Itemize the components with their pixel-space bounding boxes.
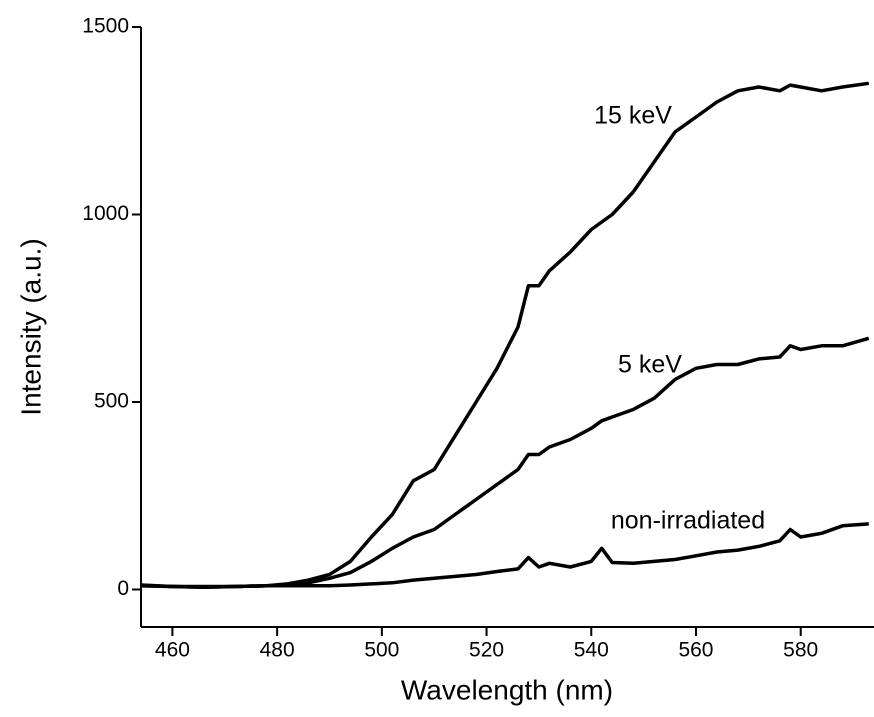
x-tick-label: 500 (364, 639, 399, 662)
x-tick-label: 480 (260, 639, 295, 662)
series-line (140, 522, 869, 589)
x-axis-title: Wavelength (nm) (401, 674, 613, 705)
x-tick-label: 560 (678, 639, 713, 662)
x-tick-label: 580 (783, 639, 818, 662)
x-tick-label: 540 (574, 639, 609, 662)
y-tick-label: 500 (94, 390, 129, 413)
x-tick-label: 460 (155, 639, 190, 662)
x-tick-label: 520 (469, 639, 504, 662)
y-tick-label: 0 (117, 577, 129, 600)
series-label: 15 keV (594, 102, 672, 130)
series-line (140, 336, 870, 590)
series-line (140, 81, 870, 590)
y-tick-label: 1000 (82, 202, 129, 225)
y-tick-label: 1500 (82, 15, 129, 38)
series-label: 5 keV (618, 351, 682, 379)
y-axis-title: Intensity (a.u.) (15, 238, 46, 415)
series-label: non-irradiated (611, 507, 765, 535)
